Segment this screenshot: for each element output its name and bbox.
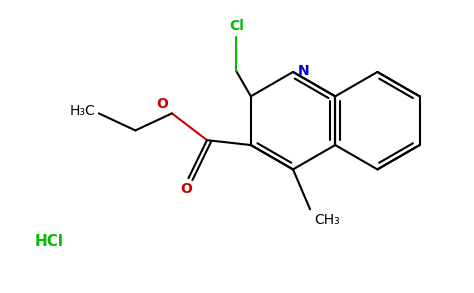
Text: HCl: HCl (35, 234, 64, 249)
Text: O: O (180, 182, 192, 196)
Text: O: O (156, 97, 168, 111)
Text: H₃C: H₃C (69, 104, 95, 118)
Text: CH₃: CH₃ (314, 213, 340, 227)
Text: Cl: Cl (229, 19, 244, 33)
Text: N: N (298, 64, 310, 78)
